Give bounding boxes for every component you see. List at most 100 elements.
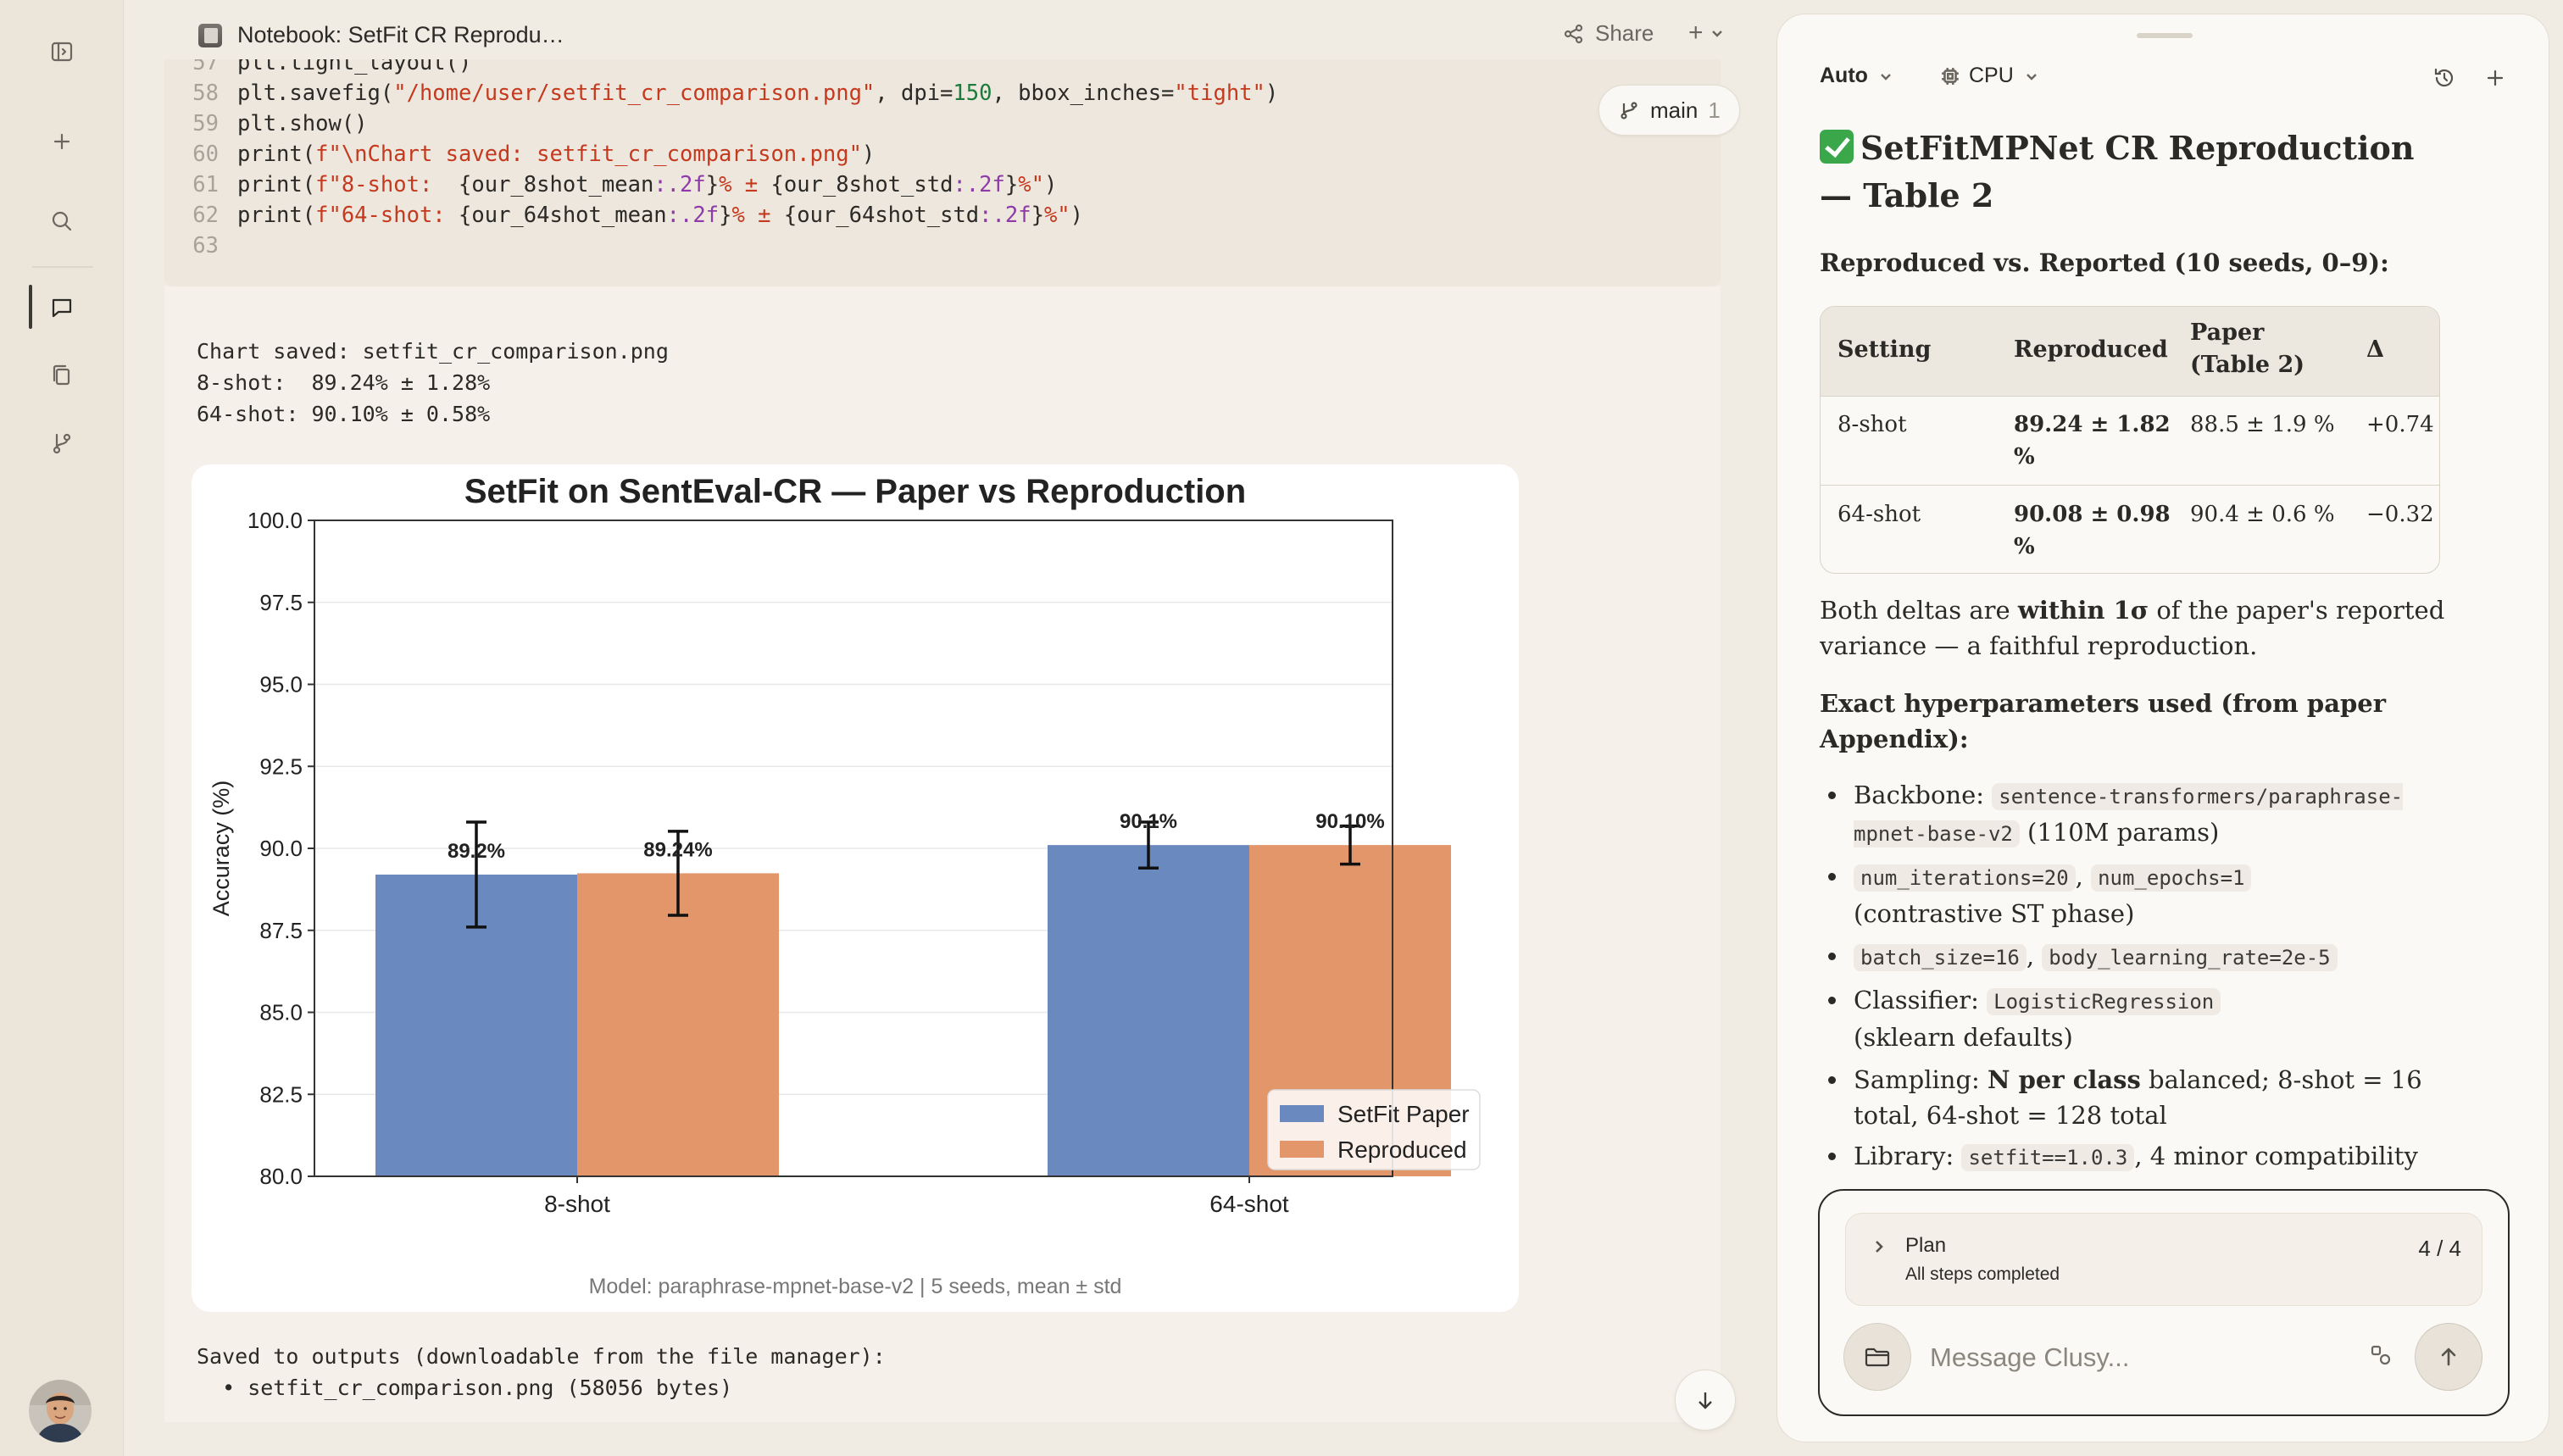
files-button[interactable] [34, 347, 90, 403]
bullet-text: Classifier: LogisticRegression (sklearn d… [1854, 982, 2464, 1055]
code-token: plt.savefig( [237, 81, 394, 106]
text-span: Sampling: [1854, 1065, 1988, 1094]
code-line: 62 print(f"64-shot: {our_64shot_mean:.2f}… [164, 200, 1083, 231]
tools-button[interactable] [2369, 1343, 2394, 1369]
toggle-sidebar-button[interactable] [34, 24, 90, 80]
code-token: f"8-shot: [315, 172, 459, 197]
history-icon [2434, 68, 2454, 87]
device-selector[interactable]: CPU [1940, 64, 2041, 88]
line-number: 59 [192, 111, 219, 136]
add-cell-menu[interactable]: + [1688, 19, 1726, 47]
notebook-pane: Notebook: SetFit CR Reprodu… Share + 57 p… [124, 0, 1760, 1456]
bullet-text: batch_size=16, body_learning_rate=2e-5 [1854, 938, 2464, 975]
code-token: {our_8shot_mean [459, 172, 654, 197]
bullet-text: Library: setfit==1.0.3, 4 minor compatib… [1854, 1138, 2464, 1175]
bar [1048, 845, 1249, 1176]
add-label: + [1688, 19, 1704, 47]
code-token: 150 [953, 81, 992, 106]
code-token: ) [1265, 81, 1279, 106]
line-number: 61 [192, 172, 219, 197]
inline-code: body_learning_rate=2e-5 [2042, 944, 2338, 971]
new-button[interactable] [34, 114, 90, 169]
left-rail [0, 0, 124, 1456]
bullet [1828, 953, 1836, 960]
data-label: 89.2% [448, 840, 505, 863]
search-button[interactable] [34, 193, 90, 249]
chevron-down-icon [1881, 73, 1891, 81]
chat-button[interactable] [34, 280, 90, 336]
output-line: 64-shot: 90.10% ± 0.58% [197, 402, 491, 426]
code-token: %" [1043, 203, 1070, 228]
plus-icon [2487, 69, 2504, 86]
col-setting: Setting [1837, 336, 1932, 363]
user-avatar[interactable] [29, 1380, 92, 1442]
drag-handle[interactable] [2137, 33, 2193, 38]
saved-line: Saved to outputs (downloadable from the … [197, 1344, 886, 1369]
notebook-icon [198, 23, 222, 47]
new-chat-button[interactable] [2482, 65, 2510, 92]
code-token: :.2f [953, 172, 1005, 197]
text-span: Backbone: [1854, 781, 1993, 809]
legend-swatch [1280, 1141, 1324, 1158]
hyperparams-heading: Exact hyperparameters used (from paper A… [1820, 689, 2387, 753]
bold-span: N per class [1988, 1065, 2141, 1094]
branches-button[interactable] [34, 415, 90, 471]
chart-title: SetFit on SentEval-CR — Paper vs Reprodu… [464, 473, 1246, 510]
code-token: "tight" [1174, 81, 1265, 106]
bullet [1828, 997, 1836, 1004]
message-title: SetFitMPNet CR Reproduction — Table 2 [1820, 125, 2430, 220]
mode-selector[interactable]: Auto [1820, 64, 1895, 88]
inline-code: num_iterations=20 [1854, 864, 2076, 892]
arrow-up-icon [2441, 1348, 2456, 1366]
y-axis-label: Accuracy (%) [208, 781, 234, 917]
branch-selector[interactable]: main 1 [1598, 85, 1740, 136]
plus-icon [53, 133, 70, 150]
bullet-text: Backbone: sentence-transformers/paraphra… [1854, 777, 2464, 852]
data-label: 90.1% [1120, 810, 1177, 833]
bold-span: within 1σ [2017, 596, 2149, 625]
code-token: print( [237, 172, 316, 197]
code-token: {our_64shot_mean [459, 203, 667, 228]
cell-output: Chart saved: setfit_cr_comparison.png 8-… [164, 286, 1721, 1422]
history-button[interactable] [2432, 65, 2459, 92]
copy-icon [53, 364, 70, 386]
output-line: Chart saved: setfit_cr_comparison.png [197, 339, 669, 364]
code-token: {our_64shot_std [783, 203, 980, 228]
text-span: (sklearn defaults) [1854, 1023, 2073, 1052]
plan-progress: 4 / 4 [2418, 1236, 2461, 1261]
line-number: 57 [192, 59, 219, 75]
code-token: :.2f [666, 203, 720, 228]
message-input[interactable] [1930, 1335, 2337, 1381]
code-token: ) [1070, 203, 1084, 228]
table-cell: 89.24 ± 1.82 % [2014, 412, 2171, 470]
data-label: 89.24% [643, 838, 712, 861]
branch-name: main [1650, 97, 1698, 123]
send-button[interactable] [2415, 1323, 2482, 1391]
y-tick-label: 85.0 [259, 1000, 303, 1025]
notebook-tab[interactable]: Notebook: SetFit CR Reprodu… [198, 22, 564, 48]
attach-file-button[interactable] [1843, 1323, 1911, 1391]
plan-toggle[interactable]: Plan All steps completed 4 / 4 [1845, 1213, 2482, 1306]
data-label: 90.10% [1315, 810, 1384, 833]
inline-code: batch_size=16 [1854, 944, 2026, 971]
table-cell: +0.74 p [2366, 412, 2439, 437]
text-span: Classifier: [1854, 986, 1988, 1014]
arrow-down-icon [1698, 1392, 1712, 1409]
code-token: ) [1043, 172, 1058, 197]
branch-count: 1 [1708, 97, 1721, 123]
code-token: } [705, 172, 720, 197]
inline-code: LogisticRegression [1987, 988, 2221, 1015]
chat-icon [52, 298, 72, 318]
chart-footer: Model: paraphrase-mpnet-base-v2 | 5 seed… [589, 1275, 1122, 1298]
bullet [1828, 873, 1836, 881]
share-button[interactable]: Share [1563, 20, 1654, 47]
check-icon [1820, 130, 1854, 164]
text-span: , 4 minor compatibility [2134, 1142, 2418, 1170]
line-number: 63 [192, 233, 219, 258]
scroll-to-bottom-button[interactable] [1675, 1370, 1736, 1431]
plan-title: Plan [1905, 1234, 1947, 1257]
code-token: f"\nChart saved: setfit_cr_comparison.pn… [315, 142, 862, 167]
code-line: 63 [164, 231, 237, 261]
code-cell[interactable]: 57 plt.tight_layout() 58 plt.savefig("/home… [164, 59, 1721, 286]
assistant-toolbar: Auto CPU [1820, 64, 2508, 97]
